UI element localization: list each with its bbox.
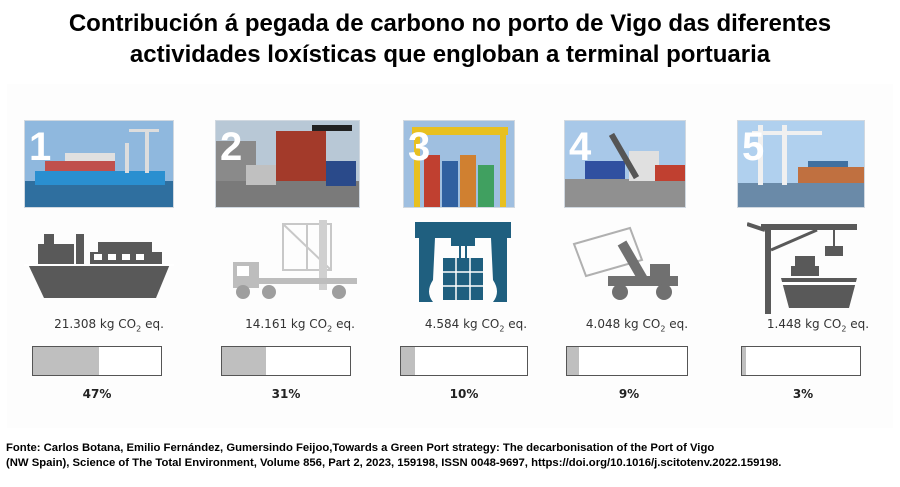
- reach-stacker-photo: [565, 121, 685, 207]
- activity-2-emissions: 14.161 kg CO2 eq.: [245, 317, 355, 334]
- title-line-1: Contribución á pegada de carbono no port…: [68, 10, 832, 37]
- activity-4-share-fill: [567, 347, 579, 375]
- activity-1-share-fill: [33, 347, 99, 375]
- activity-2-share-fill: [222, 347, 266, 375]
- activity-3-share-fill: [401, 347, 415, 375]
- page-title: Contribución á pegada de carbono no port…: [0, 8, 900, 70]
- activity-3-share-bar: [400, 346, 528, 376]
- truck-photo: [216, 121, 359, 207]
- activity-3-number: 3: [408, 125, 431, 169]
- ship-icon: [24, 234, 174, 298]
- activity-5-share-fill: [742, 347, 746, 375]
- truck-crane-icon: [233, 220, 357, 299]
- activity-4-emissions: 4.048 kg CO2 eq.: [585, 317, 689, 334]
- activity-5-emissions: 1.448 kg CO2 eq.: [766, 317, 870, 334]
- activity-4: 4 4.048 kg CO2 eq. 9%: [564, 84, 734, 428]
- activity-4-percent: 9%: [618, 387, 640, 401]
- activity-3-photo: 3: [403, 120, 515, 208]
- activity-2-number: 2: [220, 125, 243, 169]
- activity-2: 2 14.161 kg CO2 eq. 31%: [215, 84, 385, 428]
- source-line-2: (NW Spain), Science of The Total Environ…: [6, 457, 782, 469]
- quay-crane-photo: [738, 121, 864, 207]
- reach-stacker-icon: [572, 226, 678, 300]
- activity-2-percent: 31%: [271, 387, 301, 401]
- activity-3-percent: 10%: [449, 387, 479, 401]
- source-line-1: Fonte: Carlos Botana, Emilio Fernández, …: [6, 442, 715, 454]
- activity-1-percent: 47%: [82, 387, 112, 401]
- infographic-panel: 1 21.308 kg CO2 eq. 47%: [7, 84, 893, 428]
- ship-photo: [25, 121, 173, 207]
- activity-2-share-bar: [221, 346, 351, 376]
- gantry-crane-icon: [415, 222, 511, 302]
- activity-5-photo: 5: [737, 120, 865, 208]
- activity-4-share-bar: [566, 346, 688, 376]
- activity-5-percent: 3%: [792, 387, 814, 401]
- activity-3: 3 4.584 kg CO2 eq. 10%: [397, 84, 567, 428]
- activity-4-photo: 4: [564, 120, 686, 208]
- container-yard-photo: [404, 121, 514, 207]
- activity-5-share-bar: [741, 346, 861, 376]
- activity-1-photo: 1: [24, 120, 174, 208]
- activity-1: 1 21.308 kg CO2 eq. 47%: [24, 84, 194, 428]
- activity-4-number: 4: [569, 125, 592, 169]
- title-line-2: actividades loxísticas que engloban a te…: [129, 41, 771, 68]
- source-citation: Fonte: Carlos Botana, Emilio Fernández, …: [6, 441, 896, 471]
- activity-1-share-bar: [32, 346, 162, 376]
- activity-5-number: 5: [742, 125, 765, 169]
- activity-2-photo: 2: [215, 120, 360, 208]
- activity-1-emissions: 21.308 kg CO2 eq.: [54, 317, 164, 334]
- activity-1-number: 1: [29, 125, 52, 169]
- quay-crane-icon: [747, 222, 857, 314]
- activity-3-emissions: 4.584 kg CO2 eq.: [424, 317, 528, 334]
- activity-5: 5 1.448 kg CO2 eq. 3%: [733, 84, 900, 428]
